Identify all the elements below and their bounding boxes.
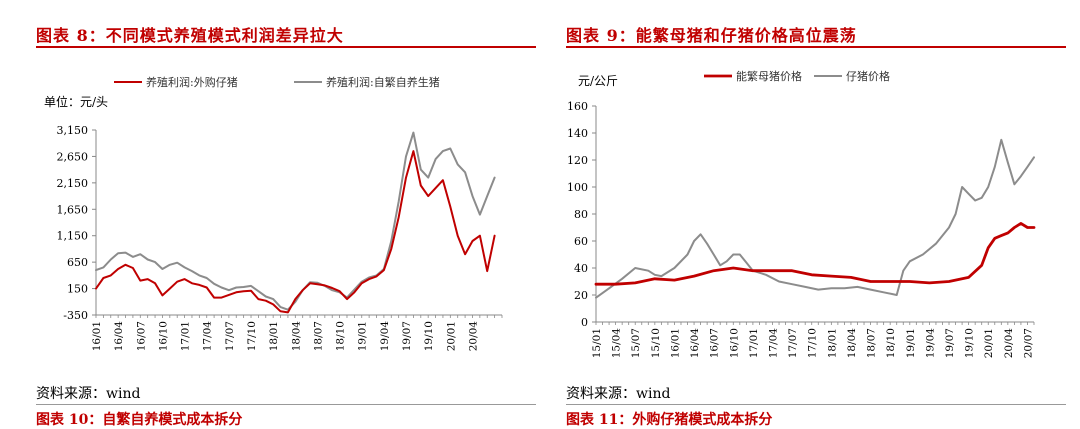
x-tick-label: 17/01	[180, 321, 192, 351]
x-tick-label: 18/07	[312, 321, 324, 351]
legend-label: 能繁母猪价格	[736, 69, 802, 83]
y-tick-label: 650	[67, 256, 88, 269]
x-tick-label: 15/01	[591, 328, 603, 358]
y-tick-label: 40	[574, 262, 588, 275]
unit-label: 元/公斤	[578, 74, 618, 88]
y-tick-label: 100	[567, 181, 588, 194]
x-tick-label: 19/07	[401, 321, 413, 351]
source-note: 资料来源：wind	[566, 386, 671, 402]
legend: 能繁母猪价格 仔猪价格	[704, 69, 890, 83]
x-tick-label: 16/10	[157, 321, 169, 351]
unit-label: 单位：元/头	[44, 94, 108, 109]
x-tick-label: 18/04	[290, 321, 302, 352]
y-tick-label: 150	[67, 283, 88, 296]
y-tick-label: 3,150	[57, 124, 89, 137]
legend: 养殖利润:外购仔猪 养殖利润:自繁自养生猪	[114, 75, 440, 89]
x-tick-label: 20/07	[1022, 328, 1034, 358]
source-rule	[566, 404, 1066, 405]
x-tick-label: 19/01	[357, 321, 369, 351]
series-line-2	[595, 138, 1035, 299]
x-tick-label: 18/10	[885, 328, 897, 358]
y-tick-label: 80	[574, 208, 588, 221]
x-tick-label: 17/10	[807, 328, 819, 358]
y-tick-label: 20	[574, 289, 588, 302]
y-tick-label: 1,150	[57, 230, 89, 243]
x-tick-label: 17/07	[787, 328, 799, 358]
next-figure-title: 图表 11：外购仔猪模式成本拆分	[566, 412, 773, 428]
x-tick-label: 20/01	[983, 328, 995, 358]
legend-label: 仔猪价格	[846, 69, 890, 83]
y-tick-label: 0	[581, 316, 588, 329]
x-tick-label: 18/04	[846, 328, 858, 359]
legend-label: 养殖利润:自繁自养生猪	[326, 75, 440, 89]
x-tick-label: 20/04	[467, 321, 479, 352]
x-tick-label: 18/01	[268, 321, 280, 351]
y-tick-label: 1,650	[57, 203, 89, 216]
x-tick-label: 18/01	[826, 328, 838, 358]
next-figure-title: 图表 10：自繁自养模式成本拆分	[36, 412, 243, 428]
figure-title: 图表 9：能繁母猪和仔猪价格高位震荡	[566, 26, 857, 45]
legend-label: 养殖利润:外购仔猪	[146, 75, 238, 89]
chart-panel-right: 图表 9：能繁母猪和仔猪价格高位震荡 能繁母猪价格 仔猪价格 元/公斤 0 20 40 60…	[552, 0, 1072, 428]
x-tick-label: 16/04	[689, 328, 701, 359]
x-tick-label: 17/07	[224, 321, 236, 351]
x-tick-label: 16/01	[91, 321, 103, 351]
y-tick-label: 160	[567, 100, 588, 113]
chart-panel-left: 图表 8：不同模式养殖模式利润差异拉大 养殖利润:外购仔猪 养殖利润:自繁自养生猪…	[22, 0, 542, 428]
x-tick-label: 19/07	[944, 328, 956, 358]
y-tick-label: 60	[574, 235, 588, 248]
x-tick-label: 17/04	[768, 328, 780, 359]
x-tick-label: 19/04	[379, 321, 391, 352]
title-rule	[566, 46, 1066, 48]
x-tick-label: 18/07	[866, 328, 878, 358]
x-tick-label: 16/10	[728, 328, 740, 358]
x-tick-label: 19/10	[964, 328, 976, 358]
x-tick-label: 17/10	[246, 321, 258, 351]
y-tick-label: 120	[567, 154, 588, 167]
source-rule	[36, 404, 536, 405]
source-note: 资料来源：wind	[36, 386, 141, 402]
y-tick-label: 140	[567, 127, 588, 140]
x-tick-label: 15/10	[650, 328, 662, 358]
x-tick-label: 16/01	[669, 328, 681, 358]
x-tick-label: 20/04	[1003, 328, 1015, 359]
x-tick-label: 18/10	[335, 321, 347, 351]
price-chart: 能繁母猪价格 仔猪价格 元/公斤 0 20 40 60 80 100 120 140 160 15/01…	[567, 69, 1036, 359]
figure-title: 图表 8：不同模式养殖模式利润差异拉大	[36, 26, 344, 45]
x-tick-label: 16/07	[135, 321, 147, 351]
y-tick-label: -350	[63, 309, 88, 322]
series-line-1	[95, 150, 496, 314]
series-line-1	[594, 222, 1036, 286]
y-tick-label: 2,650	[57, 150, 89, 163]
x-tick-label: 17/01	[748, 328, 760, 358]
y-tick-label: 2,150	[57, 177, 89, 190]
x-tick-label: 17/04	[202, 321, 214, 352]
x-tick-label: 15/07	[630, 328, 642, 358]
x-tick-label: 15/04	[611, 328, 623, 359]
x-tick-label: 16/07	[709, 328, 721, 358]
series-line-2	[95, 131, 496, 311]
x-tick-label: 19/10	[423, 321, 435, 351]
title-rule	[36, 46, 536, 48]
x-tick-label: 20/01	[445, 321, 457, 351]
x-tick-label: 19/01	[905, 328, 917, 358]
x-tick-label: 16/04	[113, 321, 125, 352]
x-tick-label: 19/04	[924, 328, 936, 359]
